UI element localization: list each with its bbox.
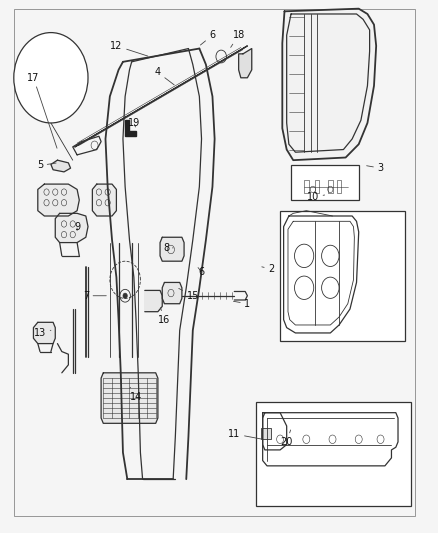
Text: 5: 5 bbox=[37, 160, 56, 171]
Bar bbox=[42, 71, 53, 80]
Polygon shape bbox=[145, 290, 162, 312]
Bar bbox=[291, 165, 359, 200]
Bar bbox=[280, 211, 405, 341]
Bar bbox=[261, 427, 271, 439]
Circle shape bbox=[123, 293, 127, 298]
Bar bbox=[328, 180, 332, 193]
Text: 6: 6 bbox=[201, 30, 215, 45]
Text: 9: 9 bbox=[74, 222, 80, 232]
Text: 8: 8 bbox=[163, 243, 173, 253]
Polygon shape bbox=[125, 120, 136, 136]
Polygon shape bbox=[162, 282, 182, 304]
Text: 2: 2 bbox=[262, 264, 275, 274]
Text: 17: 17 bbox=[27, 73, 57, 148]
Polygon shape bbox=[283, 9, 376, 160]
Text: 6: 6 bbox=[198, 267, 205, 277]
Text: 7: 7 bbox=[83, 290, 106, 301]
Polygon shape bbox=[33, 322, 55, 344]
Text: 14: 14 bbox=[130, 387, 142, 402]
Polygon shape bbox=[239, 49, 252, 78]
Polygon shape bbox=[51, 160, 71, 172]
Polygon shape bbox=[92, 184, 117, 216]
Text: 11: 11 bbox=[228, 429, 261, 439]
Polygon shape bbox=[101, 373, 158, 423]
Text: 3: 3 bbox=[367, 163, 384, 173]
Text: 10: 10 bbox=[307, 192, 325, 203]
Polygon shape bbox=[38, 184, 79, 216]
Bar bbox=[337, 180, 341, 193]
Polygon shape bbox=[160, 237, 184, 261]
Text: 20: 20 bbox=[280, 430, 293, 447]
Text: 18: 18 bbox=[231, 30, 245, 47]
Text: 4: 4 bbox=[155, 68, 174, 85]
Circle shape bbox=[14, 33, 88, 123]
Text: 15: 15 bbox=[179, 288, 199, 301]
Polygon shape bbox=[55, 213, 88, 243]
Text: 16: 16 bbox=[158, 308, 170, 325]
Text: 1: 1 bbox=[233, 298, 251, 309]
Polygon shape bbox=[75, 46, 247, 147]
Polygon shape bbox=[263, 413, 287, 450]
Text: 19: 19 bbox=[128, 118, 140, 128]
Bar bbox=[315, 180, 319, 193]
Text: 13: 13 bbox=[34, 328, 51, 338]
Bar bbox=[256, 402, 411, 506]
Polygon shape bbox=[263, 413, 398, 466]
Bar bbox=[304, 180, 308, 193]
Text: 12: 12 bbox=[110, 41, 148, 56]
